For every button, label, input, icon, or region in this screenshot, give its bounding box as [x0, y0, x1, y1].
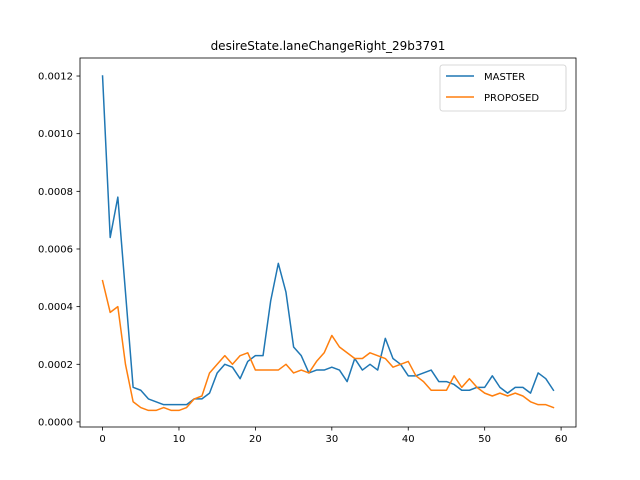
- chart-title: desireState.laneChangeRight_29b3791: [211, 39, 446, 53]
- x-tick-label: 40: [402, 434, 415, 445]
- x-tick-label: 60: [555, 434, 568, 445]
- series-line-proposed: [101, 279, 555, 412]
- axes: 0 10 20 30 40 50 60 0.0000 0.0002 0.0004 0.0006 0.0…: [38, 57, 577, 445]
- axes-frame: [79, 57, 577, 428]
- y-tick-label: 0.0002: [38, 360, 73, 371]
- series-line-master: [101, 75, 555, 406]
- y-tick-label: 0.0008: [38, 187, 73, 198]
- y-tick-label: 0.0010: [38, 129, 73, 140]
- y-tick-label: 0.0006: [38, 244, 73, 255]
- y-tick-label: 0.0004: [38, 302, 73, 313]
- y-tick-label: 0.0012: [38, 72, 73, 83]
- x-tick-label: 10: [173, 434, 186, 445]
- legend-label-master: MASTER: [484, 72, 525, 83]
- x-tick-label: 0: [99, 434, 105, 445]
- y-tick-label: 0.0000: [38, 417, 73, 428]
- legend: MASTER PROPOSED: [439, 64, 567, 112]
- x-tick-label: 50: [478, 434, 491, 445]
- x-tick-label: 30: [325, 434, 338, 445]
- legend-label-proposed: PROPOSED: [484, 93, 539, 104]
- x-tick-label: 20: [249, 434, 262, 445]
- plot-area: [101, 75, 555, 412]
